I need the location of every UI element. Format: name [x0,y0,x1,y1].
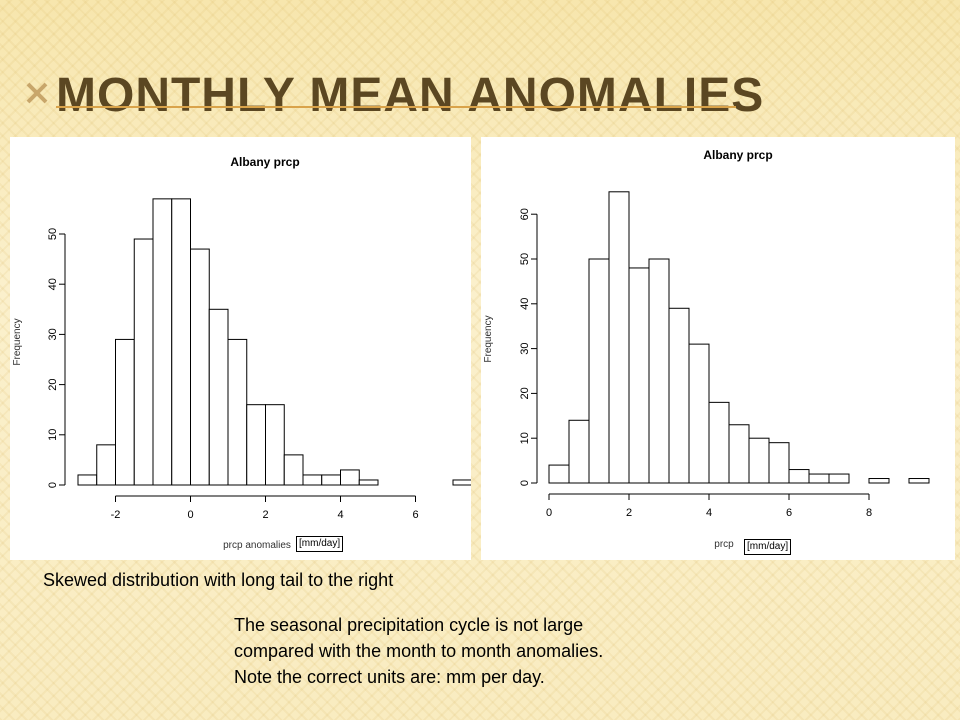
y-axis-label: Frequency [483,315,494,362]
x-tick-label: 4 [706,507,712,519]
histogram-anomalies-chart: Albany prcp -2 0 2 4 6 0 10 20 30 40 50 prcp anomali… [12,155,471,551]
x-tick-label: 2 [626,507,632,519]
histogram-bar [748,437,770,484]
y-tick-label: 0 [519,480,531,486]
caption-skewed-distribution: Skewed distribution with long tail to th… [43,570,394,590]
slide-title: MONTHLY MEAN ANOMALIES [56,69,765,122]
histogram-bar [340,469,360,486]
histogram-bar [708,401,730,484]
caption-notes: The seasonal precipitation cycle is not … [234,612,603,690]
histogram-bar [77,474,98,486]
y-tick-label: 10 [47,429,59,441]
y-tick-label: 40 [47,278,59,290]
x-tick-label: 0 [187,509,193,521]
histogram-bar [190,248,210,486]
y-tick-label: 30 [519,342,531,354]
histogram-bar [115,338,135,486]
histogram-prcp-panel: Albany prcp 0 2 4 6 8 0 10 20 30 40 50 60 prcp Frequen… [481,137,955,560]
y-tick-label: 20 [47,378,59,390]
histogram-bar [265,404,285,486]
histogram-bar [588,258,610,484]
histogram-bar [246,404,266,486]
histogram-bar [302,474,323,486]
histogram-prcp-chart: Albany prcp 0 2 4 6 8 0 10 20 30 40 50 60 prcp Frequen… [483,148,930,550]
x-tick-label: 6 [786,507,792,519]
y-tick-label: 60 [519,208,531,220]
histogram-bar [452,479,471,486]
histogram-bar [96,444,116,486]
caption-note-line: The seasonal precipitation cycle is not … [234,615,584,635]
histogram-bar [358,479,379,486]
histogram-anomalies-panel: Albany prcp -2 0 2 4 6 0 10 20 30 40 50 prcp anomali… [10,137,471,560]
histogram-bar [608,191,630,484]
title-underline [56,106,736,108]
chart-title: Albany prcp [703,148,772,162]
histogram-bar [227,338,248,486]
x-tick-label: 4 [337,509,343,521]
histogram-bar [728,424,750,484]
histogram-bar [788,469,810,484]
histogram-bar [808,473,830,484]
y-tick-label: 50 [47,228,59,240]
histogram-bar [768,442,790,484]
histogram-bar [171,198,191,486]
histogram-bar [568,419,590,484]
caption-note-line: compared with the month to month anomali… [234,641,604,661]
histogram-bar [208,308,229,486]
histogram-bar [628,267,650,484]
histogram-bar [668,307,690,484]
y-tick-label: 40 [519,298,531,310]
chart-title: Albany prcp [230,155,299,169]
histogram-bar [283,454,304,486]
histogram-bar [688,343,710,484]
x-axis-label: prcp [714,539,734,550]
y-tick-label: 0 [47,482,59,488]
x-tick-label: 0 [546,507,552,519]
x-axis-label: prcp anomalies [223,540,291,551]
histogram-bar [548,464,570,484]
y-axis-label: Frequency [12,318,23,365]
unit-tag-prcp: [mm/day] [744,539,792,555]
y-tick-label: 20 [519,387,531,399]
histogram-bar [908,478,930,484]
y-tick-label: 50 [519,253,531,265]
unit-tag-anomalies: [mm/day] [296,536,344,552]
y-tick-label: 10 [519,432,531,444]
caption-note-line: Note the correct units are: mm per day. [234,667,545,687]
histogram-bar [648,258,670,484]
x-tick-label: 8 [866,507,872,519]
x-tick-label: 6 [412,509,418,521]
histogram-bar [868,478,890,484]
histogram-bar [321,474,341,486]
histogram-bar [152,198,173,486]
x-bullet-icon [26,82,48,104]
histogram-bar [828,473,850,484]
x-tick-label: 2 [262,509,268,521]
x-tick-label: -2 [111,509,121,521]
histogram-bar [133,238,154,486]
y-tick-label: 30 [47,328,59,340]
